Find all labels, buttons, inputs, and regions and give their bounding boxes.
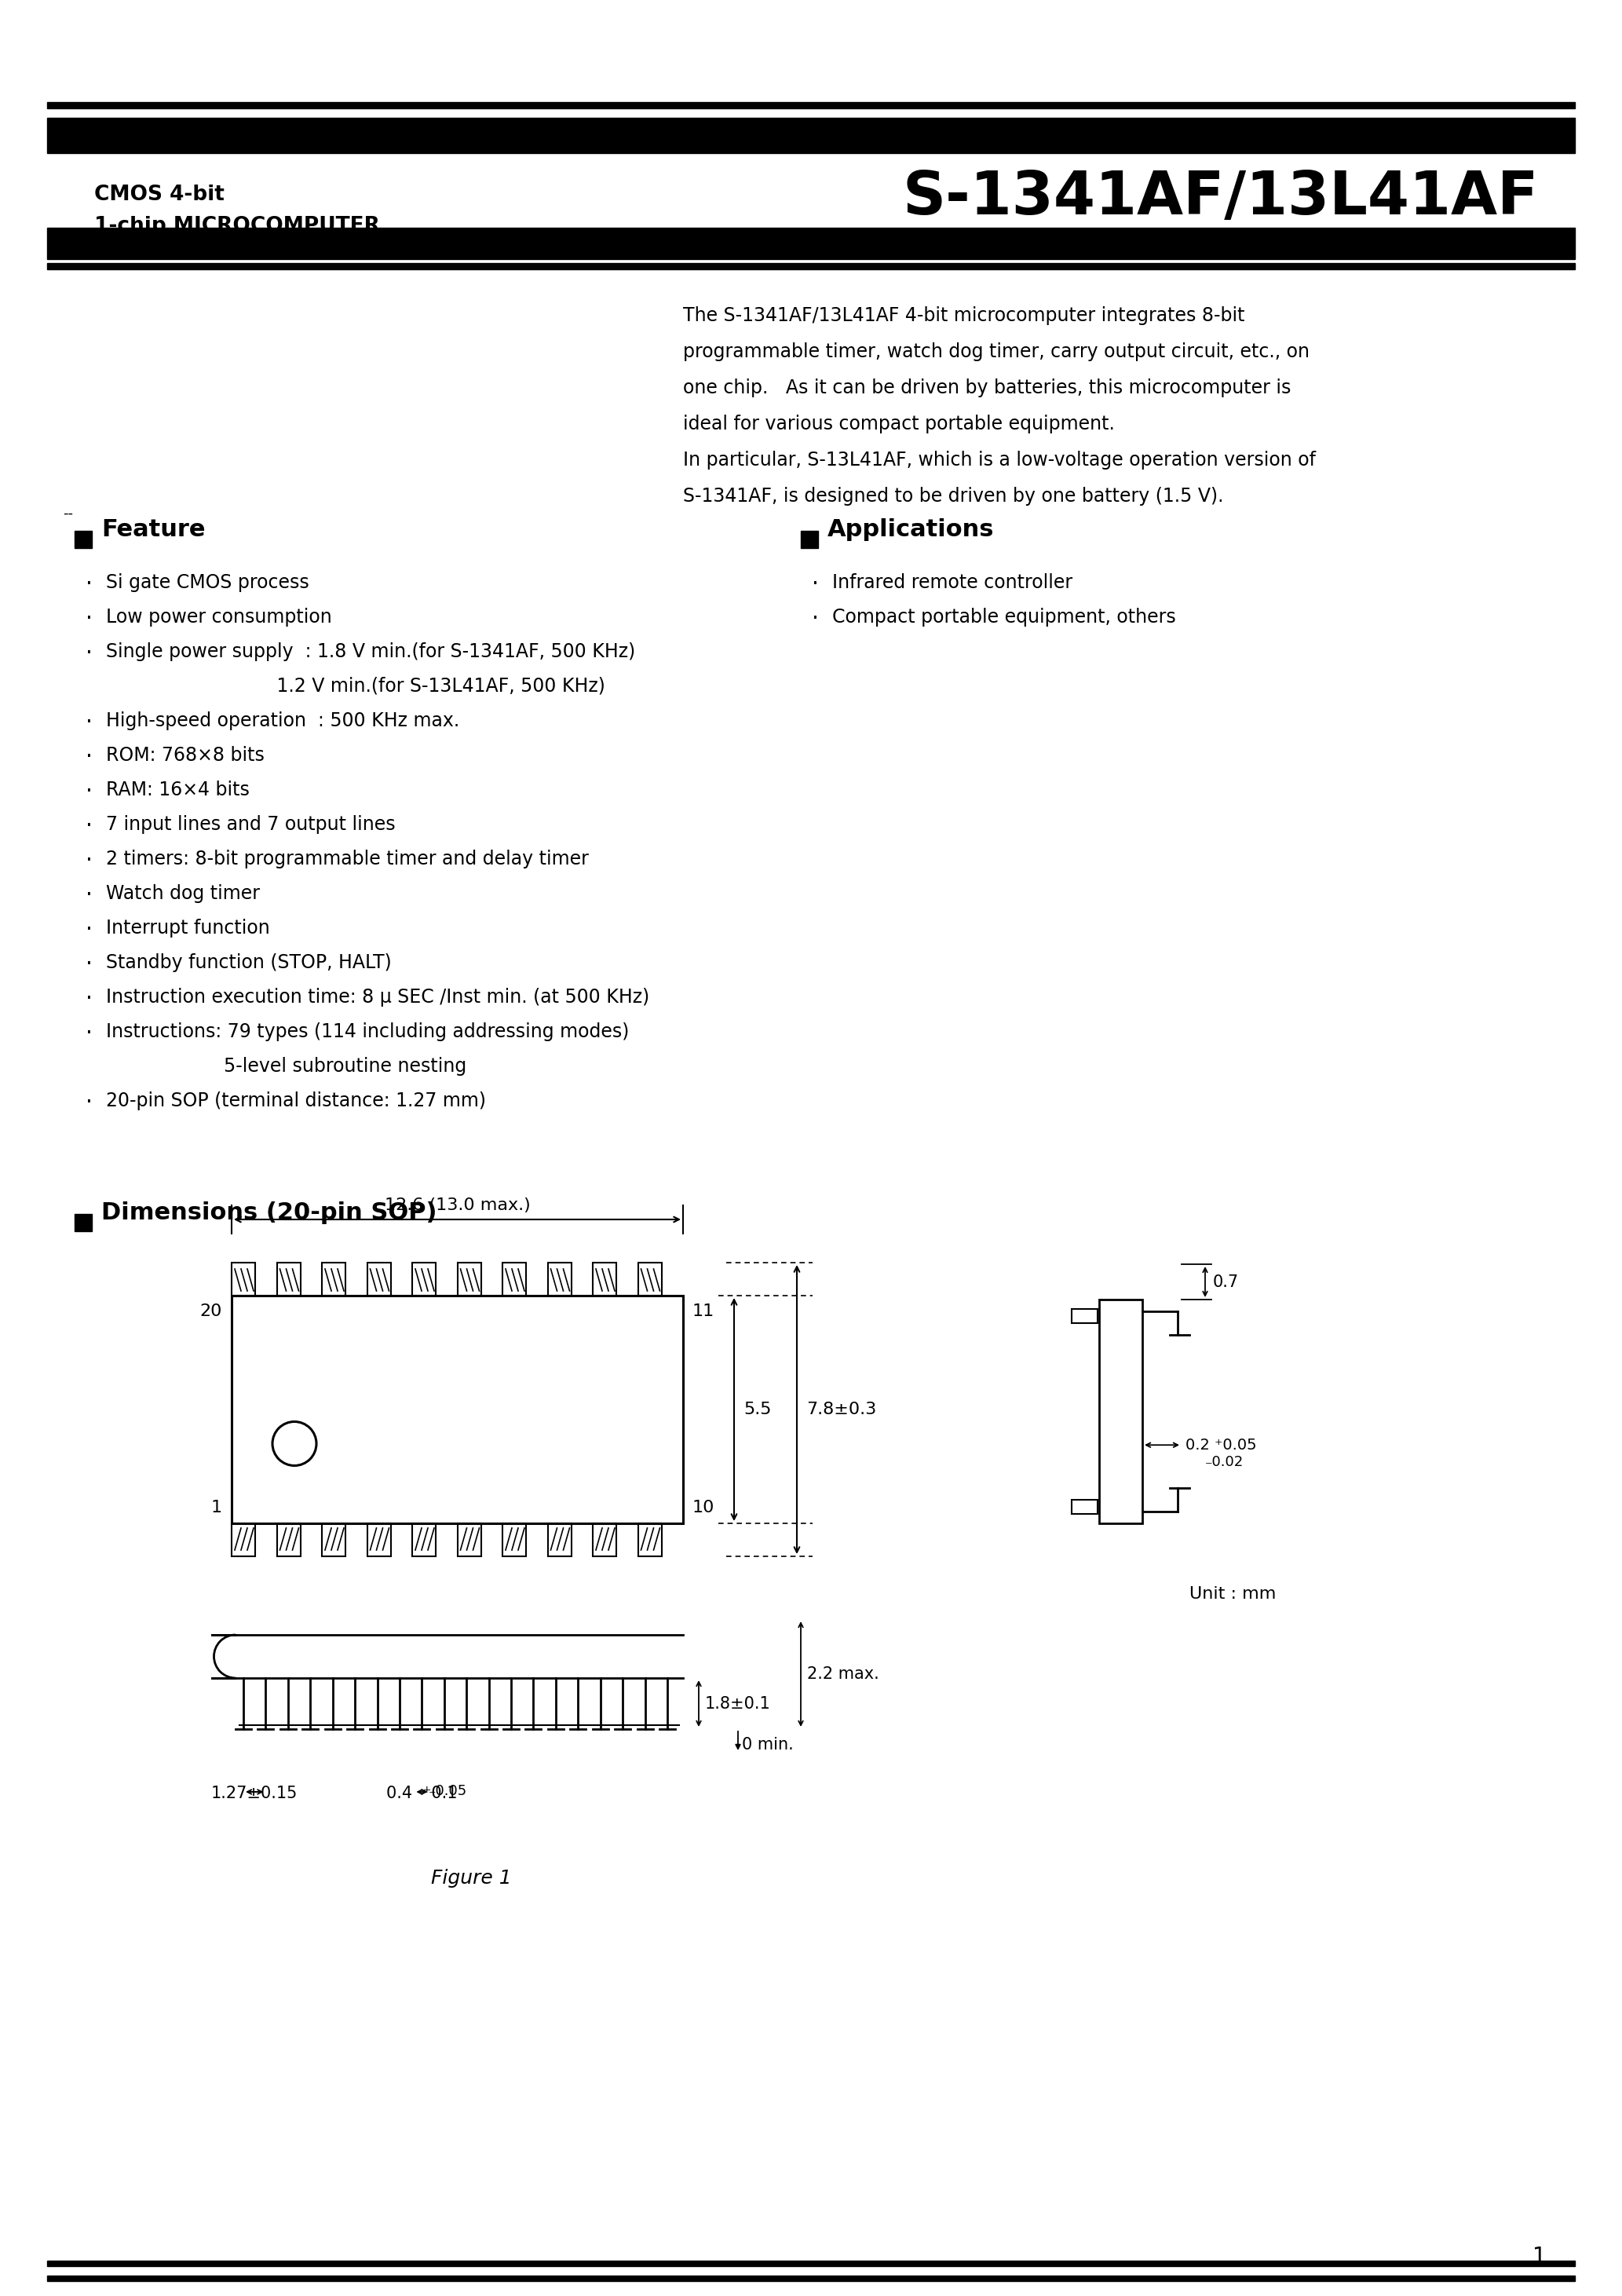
Text: 7 input lines and 7 output lines: 7 input lines and 7 output lines xyxy=(105,815,396,833)
Bar xyxy=(637,1263,662,1295)
Bar xyxy=(47,117,1575,154)
Text: 1.8±0.1: 1.8±0.1 xyxy=(706,1697,770,1711)
Text: Instruction execution time: 8 μ SEC /Inst min. (at 500 KHz): Instruction execution time: 8 μ SEC /Ins… xyxy=(105,987,649,1006)
Bar xyxy=(548,1522,571,1557)
Text: ·: · xyxy=(86,987,92,1010)
Bar xyxy=(47,101,1575,108)
Bar xyxy=(412,1522,436,1557)
Bar xyxy=(75,1215,92,1231)
Text: one chip.   As it can be driven by batteries, this microcomputer is: one chip. As it can be driven by batteri… xyxy=(683,379,1291,397)
Text: CMOS 4-bit: CMOS 4-bit xyxy=(94,184,224,204)
Text: Instructions: 79 types (114 including addressing modes): Instructions: 79 types (114 including ad… xyxy=(105,1022,629,1040)
Text: 1: 1 xyxy=(1533,2245,1547,2268)
Text: Low power consumption: Low power consumption xyxy=(105,608,333,627)
Bar xyxy=(592,1522,616,1557)
Bar xyxy=(321,1522,345,1557)
Bar xyxy=(412,1263,436,1295)
Text: S-1341AF, is designed to be driven by one battery (1.5 V).: S-1341AF, is designed to be driven by on… xyxy=(683,487,1223,505)
Bar xyxy=(321,1263,345,1295)
Bar xyxy=(47,2275,1575,2282)
Bar xyxy=(637,1522,662,1557)
Bar xyxy=(232,1263,255,1295)
Text: 0 min.: 0 min. xyxy=(741,1736,793,1752)
Text: Interrupt function: Interrupt function xyxy=(105,918,269,937)
Text: Watch dog timer: Watch dog timer xyxy=(105,884,260,902)
Text: 0.4  ⁺0.1: 0.4 ⁺0.1 xyxy=(386,1786,457,1802)
Text: ·: · xyxy=(811,574,819,595)
Text: 12.6 (13.0 max.): 12.6 (13.0 max.) xyxy=(384,1199,530,1212)
Text: 1-chip MICROCOMPUTER: 1-chip MICROCOMPUTER xyxy=(94,216,380,236)
Text: ·: · xyxy=(86,953,92,976)
Text: 20-pin SOP (terminal distance: 1.27 mm): 20-pin SOP (terminal distance: 1.27 mm) xyxy=(105,1091,487,1111)
Text: ·: · xyxy=(86,643,92,664)
Text: 11: 11 xyxy=(693,1304,715,1320)
Bar xyxy=(232,1295,683,1522)
Bar xyxy=(1072,1309,1098,1322)
Bar xyxy=(1072,1499,1098,1513)
Bar xyxy=(47,227,1575,259)
Bar xyxy=(548,1263,571,1295)
Text: Infrared remote controller: Infrared remote controller xyxy=(832,574,1072,592)
Text: ·: · xyxy=(86,781,92,804)
Text: 20: 20 xyxy=(200,1304,222,1320)
Text: High-speed operation  : 500 KHz max.: High-speed operation : 500 KHz max. xyxy=(105,712,459,730)
Bar xyxy=(232,1522,255,1557)
Text: 1.2 V min.(for S-13L41AF, 500 KHz): 1.2 V min.(for S-13L41AF, 500 KHz) xyxy=(105,677,605,696)
Text: Single power supply  : 1.8 V min.(for S-1341AF, 500 KHz): Single power supply : 1.8 V min.(for S-1… xyxy=(105,643,636,661)
Text: ₋0.05: ₋0.05 xyxy=(428,1784,467,1798)
Text: ·: · xyxy=(86,1022,92,1045)
Text: ·: · xyxy=(86,815,92,838)
Text: S-1341AF/13L41AF: S-1341AF/13L41AF xyxy=(903,170,1539,227)
Text: The S-1341AF/13L41AF 4-bit microcomputer integrates 8-bit: The S-1341AF/13L41AF 4-bit microcomputer… xyxy=(683,305,1244,326)
Text: --: -- xyxy=(63,507,73,521)
Text: 5-level subroutine nesting: 5-level subroutine nesting xyxy=(105,1056,467,1077)
Bar xyxy=(457,1263,480,1295)
Text: 1: 1 xyxy=(211,1499,222,1515)
Text: ·: · xyxy=(811,608,819,629)
Text: 0.7: 0.7 xyxy=(1213,1274,1239,1290)
Text: 7.8±0.3: 7.8±0.3 xyxy=(806,1401,876,1417)
Text: Dimensions (20-pin SOP): Dimensions (20-pin SOP) xyxy=(101,1201,436,1224)
Bar xyxy=(75,530,92,549)
Text: 2.2 max.: 2.2 max. xyxy=(808,1667,879,1683)
Text: ·: · xyxy=(86,918,92,941)
Text: Compact portable equipment, others: Compact portable equipment, others xyxy=(832,608,1176,627)
Bar xyxy=(457,1522,480,1557)
Bar xyxy=(367,1522,391,1557)
Text: 1.27±0.15: 1.27±0.15 xyxy=(211,1786,298,1802)
Text: Unit : mm: Unit : mm xyxy=(1189,1587,1277,1603)
Text: Applications: Applications xyxy=(827,519,994,542)
Text: Si gate CMOS process: Si gate CMOS process xyxy=(105,574,310,592)
Bar xyxy=(277,1522,300,1557)
Text: 0.2 ⁺0.05: 0.2 ⁺0.05 xyxy=(1186,1437,1257,1453)
Text: 2 timers: 8-bit programmable timer and delay timer: 2 timers: 8-bit programmable timer and d… xyxy=(105,850,589,868)
Text: ·: · xyxy=(86,608,92,629)
Text: In particular, S-13L41AF, which is a low-voltage operation version of: In particular, S-13L41AF, which is a low… xyxy=(683,450,1315,471)
Bar xyxy=(367,1263,391,1295)
Text: ROM: 768×8 bits: ROM: 768×8 bits xyxy=(105,746,264,765)
Text: Standby function (STOP, HALT): Standby function (STOP, HALT) xyxy=(105,953,391,971)
Text: ·: · xyxy=(86,1091,92,1114)
Bar xyxy=(277,1263,300,1295)
Text: ₋0.02: ₋0.02 xyxy=(1205,1456,1244,1469)
Bar xyxy=(503,1263,526,1295)
Text: 10: 10 xyxy=(693,1499,715,1515)
Text: Figure 1: Figure 1 xyxy=(431,1869,511,1887)
Text: Feature: Feature xyxy=(101,519,206,542)
Text: programmable timer, watch dog timer, carry output circuit, etc., on: programmable timer, watch dog timer, car… xyxy=(683,342,1309,360)
Bar xyxy=(592,1263,616,1295)
Bar xyxy=(503,1522,526,1557)
Text: ·: · xyxy=(86,712,92,732)
Text: ·: · xyxy=(86,574,92,595)
Text: ideal for various compact portable equipment.: ideal for various compact portable equip… xyxy=(683,416,1114,434)
Bar xyxy=(47,2262,1575,2266)
Bar xyxy=(801,530,817,549)
Text: ·: · xyxy=(86,850,92,872)
Text: 5.5: 5.5 xyxy=(743,1401,772,1417)
Text: ·: · xyxy=(86,884,92,907)
Text: ·: · xyxy=(86,746,92,767)
Bar xyxy=(1100,1300,1142,1522)
Text: RAM: 16×4 bits: RAM: 16×4 bits xyxy=(105,781,250,799)
Bar xyxy=(47,264,1575,269)
